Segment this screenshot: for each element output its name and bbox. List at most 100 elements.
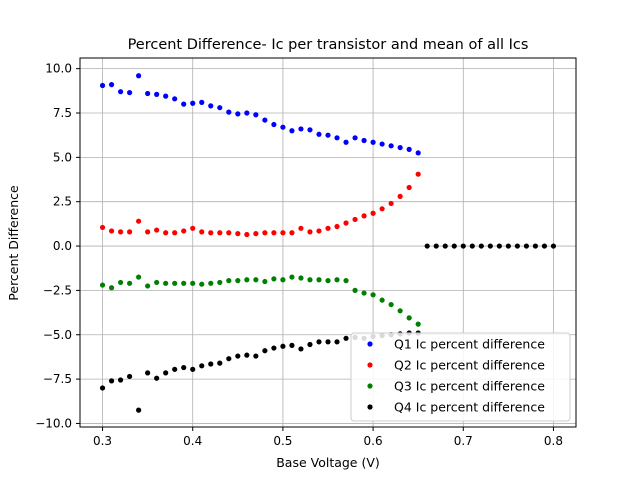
- data-point-q3: [397, 308, 403, 314]
- data-point-q3: [289, 274, 295, 280]
- data-point-q1: [262, 117, 268, 123]
- data-point-q3: [307, 277, 313, 283]
- x-tick-label: 0.4: [183, 434, 202, 448]
- data-point-q4: [117, 377, 124, 383]
- legend: Q1 Ic percent difference Q2 Ic percent di…: [350, 332, 571, 422]
- legend-marker-q2: [367, 362, 373, 368]
- data-point-q4: [541, 243, 548, 249]
- data-point-q2: [181, 228, 187, 234]
- data-point-q4: [550, 243, 557, 249]
- data-point-q3: [334, 277, 340, 283]
- data-point-q3: [181, 280, 187, 286]
- data-point-q3: [415, 321, 421, 327]
- data-point-q2: [361, 213, 367, 219]
- data-point-q2: [99, 224, 106, 231]
- data-point-q3: [217, 279, 223, 286]
- data-point-q1: [208, 103, 214, 109]
- data-point-q3: [271, 276, 277, 282]
- data-point-q1: [325, 132, 331, 138]
- data-point-q1: [379, 141, 385, 147]
- data-point-q2: [154, 227, 160, 233]
- data-point-q3: [226, 278, 232, 284]
- data-point-q4: [316, 339, 322, 345]
- data-point-q1: [226, 109, 232, 115]
- data-point-q2: [235, 231, 241, 237]
- data-point-q4: [505, 243, 511, 249]
- data-point-q4: [136, 407, 142, 413]
- data-point-q4: [181, 364, 187, 371]
- data-point-q2: [163, 230, 169, 236]
- data-point-q3: [145, 283, 151, 289]
- data-point-q3: [262, 278, 268, 285]
- data-point-q1: [352, 135, 358, 141]
- data-point-q4: [343, 335, 349, 341]
- data-point-q3: [199, 281, 205, 287]
- data-point-q3: [379, 297, 385, 303]
- x-axis-label: Base Voltage (V): [276, 455, 380, 470]
- data-point-q3: [99, 282, 106, 288]
- data-point-q2: [108, 228, 115, 234]
- data-point-q3: [136, 274, 142, 280]
- data-point-q3: [325, 278, 331, 284]
- data-point-q4: [523, 243, 530, 249]
- data-point-q1: [235, 111, 241, 117]
- data-point-q3: [280, 277, 286, 283]
- data-point-q2: [208, 230, 214, 236]
- data-point-q2: [352, 216, 358, 223]
- data-point-q2: [199, 229, 205, 235]
- data-point-q2: [217, 230, 223, 236]
- data-point-q4: [451, 243, 457, 249]
- y-tick-label: −7.5: [43, 372, 72, 386]
- data-point-q2: [244, 231, 250, 238]
- data-point-q1: [145, 90, 151, 97]
- data-point-q4: [253, 353, 259, 359]
- data-point-q4: [208, 361, 214, 367]
- data-point-q3: [370, 292, 376, 298]
- y-tick-label: −5.0: [43, 328, 72, 342]
- data-point-q2: [262, 230, 268, 236]
- data-point-q1: [172, 96, 178, 102]
- y-tick-label: 2.5: [53, 195, 72, 209]
- data-point-q1: [289, 128, 295, 134]
- legend-marker-q1: [367, 341, 373, 347]
- data-point-q1: [99, 82, 106, 89]
- data-point-q1: [253, 112, 259, 118]
- x-tick-label: 0.3: [93, 434, 112, 448]
- data-point-q2: [127, 229, 133, 235]
- data-point-q2: [117, 229, 124, 235]
- data-point-q4: [307, 341, 313, 348]
- data-point-q2: [253, 231, 259, 237]
- legend-marker-q4: [367, 404, 373, 410]
- y-tick-label: 10.0: [45, 62, 72, 76]
- x-tick-label: 0.7: [454, 434, 473, 448]
- legend-entry-q1: Q1 Ic percent difference: [394, 337, 545, 352]
- data-point-q1: [415, 150, 421, 156]
- data-point-q3: [172, 280, 178, 286]
- data-point-q1: [370, 139, 376, 145]
- data-point-q3: [298, 275, 304, 281]
- data-point-q3: [244, 277, 250, 283]
- data-point-q4: [154, 375, 160, 381]
- data-point-q2: [316, 228, 322, 234]
- data-point-q2: [379, 206, 385, 212]
- data-point-q2: [370, 210, 376, 216]
- data-point-q3: [154, 279, 160, 286]
- data-point-q1: [343, 139, 349, 145]
- data-point-q4: [532, 243, 539, 249]
- data-point-q4: [298, 346, 304, 352]
- y-tick-label: −2.5: [43, 283, 72, 297]
- data-point-q4: [127, 373, 133, 380]
- legend-entry-q3: Q3 Ic percent difference: [394, 379, 545, 394]
- data-point-q4: [217, 360, 223, 366]
- data-point-q4: [487, 243, 493, 249]
- data-point-q4: [496, 243, 502, 249]
- data-point-q1: [280, 124, 286, 130]
- data-point-q3: [235, 278, 241, 284]
- axes-frame: [79, 57, 577, 428]
- x-tick-label: 0.6: [364, 434, 383, 448]
- legend-entry-q4: Q4 Ic percent difference: [394, 400, 545, 415]
- data-point-q2: [145, 229, 151, 235]
- data-point-q4: [325, 339, 331, 345]
- y-tick-label: −10.0: [35, 416, 72, 430]
- data-point-q1: [244, 110, 250, 116]
